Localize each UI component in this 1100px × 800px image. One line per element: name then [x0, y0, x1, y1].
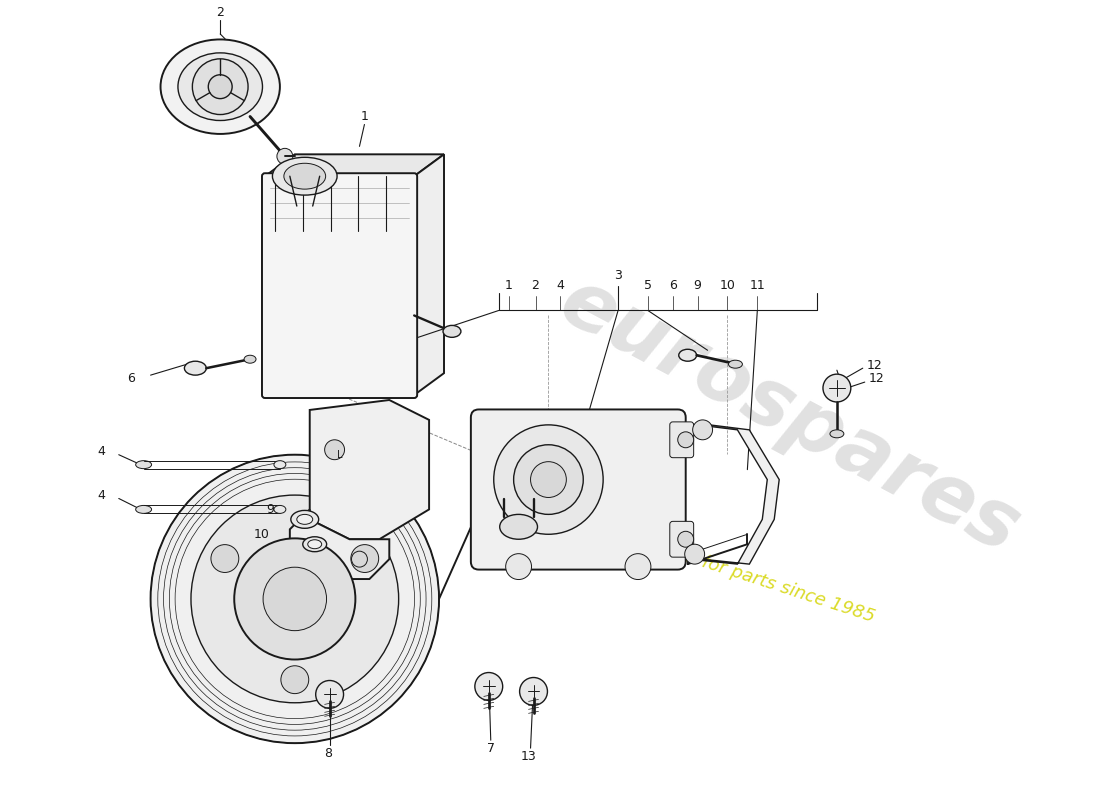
Ellipse shape — [135, 506, 152, 514]
Circle shape — [316, 681, 343, 708]
Circle shape — [823, 374, 850, 402]
Circle shape — [475, 673, 503, 700]
Circle shape — [530, 462, 566, 498]
Text: 10: 10 — [719, 279, 736, 292]
Circle shape — [625, 554, 651, 579]
FancyBboxPatch shape — [670, 522, 694, 557]
Text: 12: 12 — [867, 358, 882, 372]
Circle shape — [693, 420, 713, 440]
Ellipse shape — [244, 355, 256, 363]
Circle shape — [514, 445, 583, 514]
Circle shape — [678, 531, 694, 547]
Circle shape — [351, 545, 378, 573]
Ellipse shape — [443, 326, 461, 338]
Circle shape — [277, 148, 293, 164]
Ellipse shape — [297, 514, 312, 524]
Text: 4: 4 — [97, 489, 104, 502]
Polygon shape — [690, 425, 779, 564]
Ellipse shape — [679, 350, 696, 362]
Circle shape — [191, 495, 398, 702]
Ellipse shape — [829, 430, 844, 438]
Circle shape — [352, 551, 367, 567]
Polygon shape — [265, 154, 444, 176]
Text: 5: 5 — [644, 279, 652, 292]
Text: eurospares: eurospares — [546, 262, 1032, 570]
Text: L: L — [337, 450, 342, 460]
Ellipse shape — [499, 514, 538, 539]
FancyBboxPatch shape — [471, 410, 685, 570]
Circle shape — [234, 538, 355, 659]
Text: 1: 1 — [361, 110, 368, 123]
FancyBboxPatch shape — [670, 422, 694, 458]
Text: 10: 10 — [254, 528, 270, 541]
Ellipse shape — [135, 461, 152, 469]
Text: 3: 3 — [614, 269, 622, 282]
Circle shape — [684, 544, 705, 564]
Ellipse shape — [274, 506, 286, 514]
Text: 6: 6 — [669, 279, 676, 292]
Ellipse shape — [290, 510, 319, 528]
Ellipse shape — [273, 158, 337, 195]
Circle shape — [211, 545, 239, 573]
Ellipse shape — [302, 537, 327, 552]
Text: 6: 6 — [126, 372, 134, 385]
Text: 4: 4 — [97, 446, 104, 458]
Circle shape — [324, 440, 344, 460]
Circle shape — [506, 554, 531, 579]
Ellipse shape — [178, 53, 263, 121]
Circle shape — [678, 432, 694, 448]
Ellipse shape — [728, 360, 743, 368]
Text: 13: 13 — [520, 750, 537, 762]
Circle shape — [494, 425, 603, 534]
Circle shape — [151, 454, 439, 743]
Text: 12: 12 — [869, 372, 884, 385]
Text: 9: 9 — [694, 279, 702, 292]
Text: a passion for parts since 1985: a passion for parts since 1985 — [614, 525, 878, 626]
Text: 8: 8 — [323, 746, 331, 759]
Circle shape — [519, 678, 548, 706]
Text: 7: 7 — [487, 742, 495, 754]
FancyBboxPatch shape — [262, 174, 417, 398]
Polygon shape — [289, 510, 389, 579]
Circle shape — [263, 567, 327, 630]
Ellipse shape — [161, 39, 279, 134]
Text: 9: 9 — [266, 503, 274, 516]
Ellipse shape — [284, 163, 326, 189]
Text: 2: 2 — [217, 6, 224, 18]
Text: 2: 2 — [531, 279, 539, 292]
Ellipse shape — [308, 540, 321, 549]
Circle shape — [192, 59, 249, 114]
Text: 11: 11 — [749, 279, 766, 292]
Polygon shape — [310, 400, 429, 539]
Circle shape — [208, 74, 232, 98]
Polygon shape — [415, 154, 444, 395]
Text: 1: 1 — [505, 279, 513, 292]
Text: 4: 4 — [557, 279, 564, 292]
Ellipse shape — [185, 362, 207, 375]
Circle shape — [280, 666, 309, 694]
Ellipse shape — [274, 461, 286, 469]
